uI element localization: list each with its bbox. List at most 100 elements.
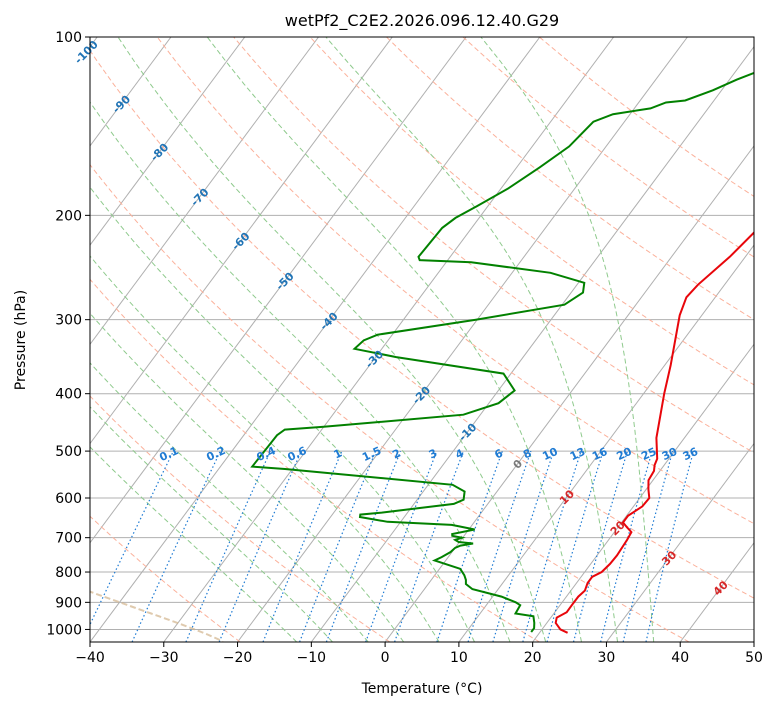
isotherm-line <box>237 37 688 642</box>
mixing-ratio-line <box>325 450 402 642</box>
mixing-ratio-line <box>467 450 532 642</box>
mixing-ratio-line <box>262 450 343 642</box>
mixing-ratio-label: 3 <box>427 447 439 462</box>
isotherm-line <box>679 541 754 642</box>
parcel-curve-line <box>90 590 224 642</box>
moist-adiabat-line <box>90 101 511 642</box>
mixing-ratio-line <box>218 450 302 642</box>
dry-adiabat-line <box>156 37 754 525</box>
dry-adiabat-line <box>90 49 754 599</box>
isotherm-label: -40 <box>317 309 340 332</box>
isotherm-label: -60 <box>229 229 252 252</box>
mixing-ratio-label: 10 <box>540 445 560 463</box>
isotherm-line <box>458 244 754 642</box>
y-tick-label: 300 <box>55 313 82 329</box>
y-tick-label: 400 <box>55 387 82 403</box>
mixing-ratio-line <box>645 450 695 642</box>
y-axis-label: Pressure (hPa) <box>13 290 29 390</box>
mixing-ratio-label: 4 <box>453 446 466 461</box>
x-tick-label: −30 <box>149 650 179 666</box>
mixing-ratio-line <box>522 450 582 642</box>
mixing-ratio-label: 6 <box>492 446 505 461</box>
y-tick-label: 100 <box>55 30 82 46</box>
dry-adiabat-line <box>90 395 391 642</box>
y-tick-label: 900 <box>55 595 82 611</box>
isotherm-line <box>163 37 615 642</box>
x-tick-label: 20 <box>524 650 542 666</box>
moist-adiabat-line <box>206 37 582 642</box>
isotherm-label-red: 30 <box>659 548 679 568</box>
temperature-profile-line <box>554 231 754 634</box>
mixing-ratio-line <box>90 450 174 626</box>
moist-adiabat-line <box>90 186 475 642</box>
mixing-ratio-label: 13 <box>568 445 587 463</box>
mixing-ratio-label: 25 <box>639 445 658 463</box>
dry-adiabat-line <box>90 163 690 642</box>
mixing-ratio-label: 16 <box>590 445 610 463</box>
y-tick-label: 700 <box>55 531 82 547</box>
moist-adiabat-line <box>325 37 619 642</box>
isotherm-label: -90 <box>110 93 133 116</box>
isotherm-label: -20 <box>410 383 433 406</box>
moist-adiabat-line <box>90 362 369 642</box>
mixing-ratio-label: 1.5 <box>360 444 383 464</box>
y-tick-label: 1000 <box>46 622 82 638</box>
dry-adiabat-line <box>309 37 754 386</box>
dry-adiabat-line <box>386 37 754 321</box>
y-tick-label: 500 <box>55 444 82 460</box>
isotherm-label: -10 <box>456 420 479 443</box>
mixing-ratio-label: 36 <box>681 445 701 463</box>
chart-title: wetPf2_C2E2.2026.096.12.40.G29 <box>285 11 559 31</box>
mixing-ratio-line <box>185 450 271 642</box>
moist-adiabat-line <box>90 312 405 642</box>
moist-adiabat-line <box>90 255 440 642</box>
isotherm-line <box>753 641 754 642</box>
isotherm-label: -80 <box>148 141 171 164</box>
mixing-ratio-label: 2 <box>390 447 402 462</box>
x-tick-label: 50 <box>745 650 763 666</box>
isotherm-line <box>310 45 754 642</box>
isotherm-line <box>90 37 467 544</box>
x-tick-label: −20 <box>223 650 253 666</box>
isotherm-label: -70 <box>188 186 211 209</box>
moist-adiabat-line <box>90 406 333 642</box>
mixing-ratio-line <box>299 450 377 642</box>
y-tick-label: 200 <box>55 208 82 224</box>
moist-adiabat-line <box>117 37 547 642</box>
mixing-ratio-line <box>436 450 503 642</box>
isotherm-line <box>90 37 246 246</box>
mixing-ratio-label: 30 <box>660 445 680 463</box>
mixing-ratio-line <box>546 450 604 642</box>
mixing-ratio-label: 1 <box>332 447 344 462</box>
mixing-ratio-label: 8 <box>521 447 533 462</box>
x-tick-label: 30 <box>598 650 616 666</box>
mixing-ratio-label: 0.6 <box>286 444 309 464</box>
y-tick-label: 600 <box>55 491 82 507</box>
mixing-ratio-line <box>600 450 653 642</box>
isotherm-line <box>90 37 319 346</box>
isotherm-line <box>384 145 754 642</box>
isotherm-line <box>90 37 172 147</box>
isotherm-label-zero: 0 <box>511 457 526 472</box>
plot-frame <box>89 36 755 643</box>
moist-adiabat-line <box>90 446 298 642</box>
mixing-ratio-line <box>622 450 674 642</box>
x-tick-label: 40 <box>671 650 689 666</box>
dry-adiabat-line <box>90 515 241 642</box>
dry-adiabat-line <box>539 37 754 198</box>
mixing-ratio-label: 20 <box>614 445 634 463</box>
isotherm-line <box>90 37 541 642</box>
isotherm-line <box>606 442 754 642</box>
mixing-ratio-line <box>365 450 438 642</box>
mixing-ratio-line <box>394 450 464 642</box>
isotherm-line <box>532 343 754 642</box>
x-tick-label: −40 <box>75 650 105 666</box>
dry-adiabat-line <box>90 278 540 642</box>
y-tick-label: 800 <box>55 565 82 581</box>
x-axis-label: Temperature (°C) <box>361 681 483 697</box>
x-tick-label: 10 <box>450 650 468 666</box>
isotherm-label-red: 10 <box>557 487 577 507</box>
isotherm-label-red: 40 <box>711 578 731 598</box>
mixing-ratio-line <box>492 450 555 642</box>
